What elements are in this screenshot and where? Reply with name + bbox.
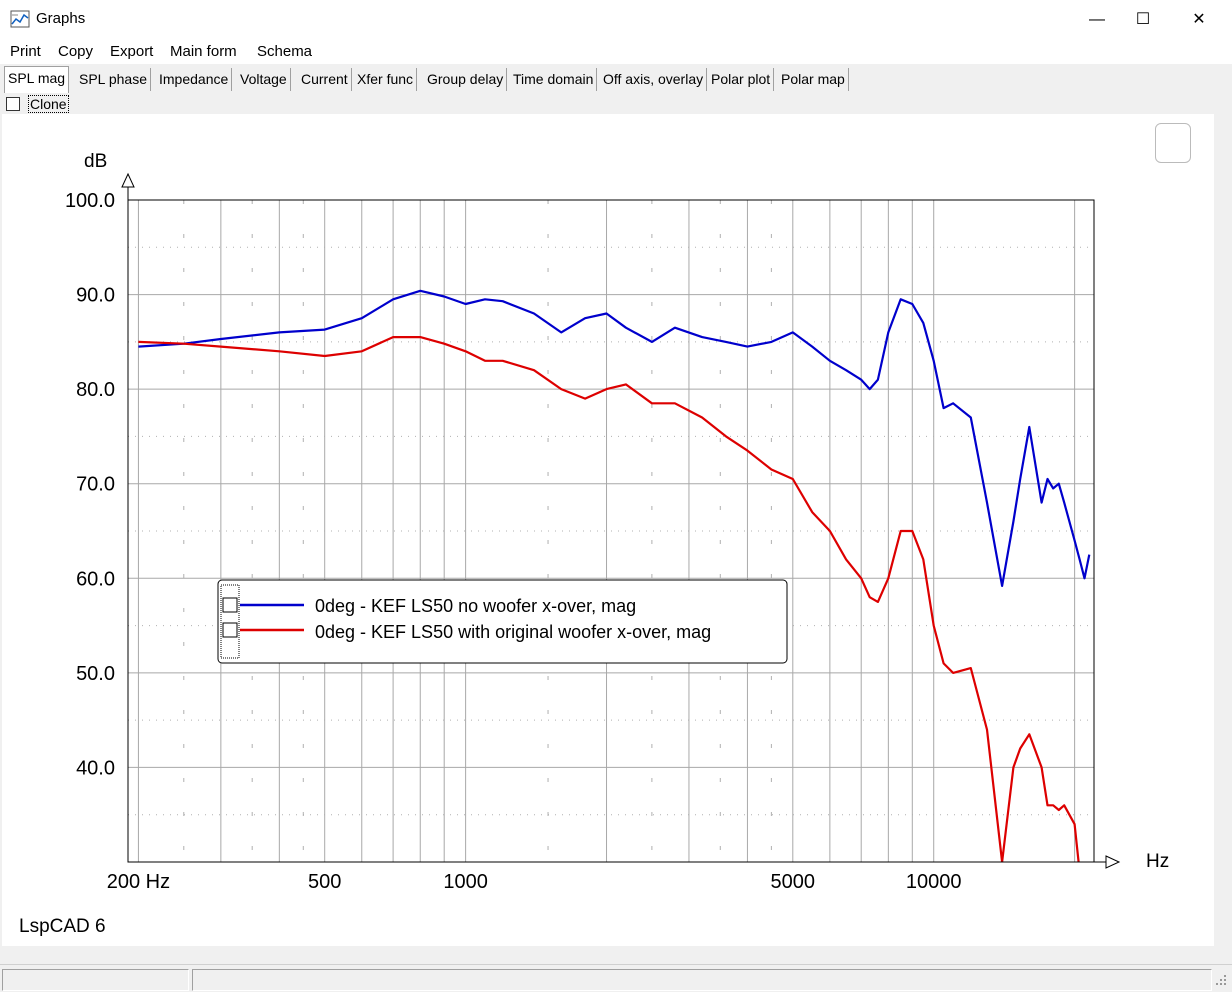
corner-widget[interactable] <box>1155 123 1191 163</box>
title-bar: Graphs — ☐ ✕ <box>0 0 1232 40</box>
window-title: Graphs <box>36 10 86 27</box>
tab-polar-plot[interactable]: Polar plot <box>708 68 775 91</box>
status-pane-1 <box>2 969 189 991</box>
resize-grip-icon[interactable] <box>1214 973 1228 987</box>
maximize-button[interactable]: ☐ <box>1135 11 1151 28</box>
graph-panel <box>2 114 1214 946</box>
menu-print[interactable]: Print <box>10 43 41 60</box>
tab-time-domain[interactable]: Time domain <box>510 68 598 91</box>
minimize-button[interactable]: — <box>1089 11 1105 28</box>
right-edge <box>1214 114 1230 954</box>
tab-spl-mag[interactable]: SPL mag <box>4 66 70 93</box>
clone-label: Clone <box>28 95 69 113</box>
menu-export[interactable]: Export <box>110 43 154 60</box>
status-bar <box>0 964 1232 992</box>
menu-main-form[interactable]: Main form <box>170 43 237 60</box>
status-pane-2 <box>192 969 1212 991</box>
tab-impedance[interactable]: Impedance <box>156 68 233 91</box>
tab-bar: SPL mag SPL phase Impedance Voltage Curr… <box>0 64 1232 93</box>
tab-off-axis-overlay[interactable]: Off axis, overlay <box>600 68 708 91</box>
app-graph-icon <box>10 10 30 28</box>
tab-spl-phase[interactable]: SPL phase <box>76 68 151 91</box>
tab-group-delay[interactable]: Group delay <box>424 68 508 91</box>
tab-voltage[interactable]: Voltage <box>237 68 291 91</box>
menu-schema[interactable]: Schema <box>257 43 313 60</box>
clone-checkbox[interactable] <box>6 97 20 111</box>
tab-polar-map[interactable]: Polar map <box>778 68 849 91</box>
menu-copy[interactable]: Copy <box>58 43 94 60</box>
menu-bar: Print Copy Export Main form Schema <box>0 40 1232 64</box>
tab-current[interactable]: Current <box>298 68 352 91</box>
close-button[interactable]: ✕ <box>1192 11 1206 28</box>
tab-xfer-func[interactable]: Xfer func <box>354 68 418 91</box>
